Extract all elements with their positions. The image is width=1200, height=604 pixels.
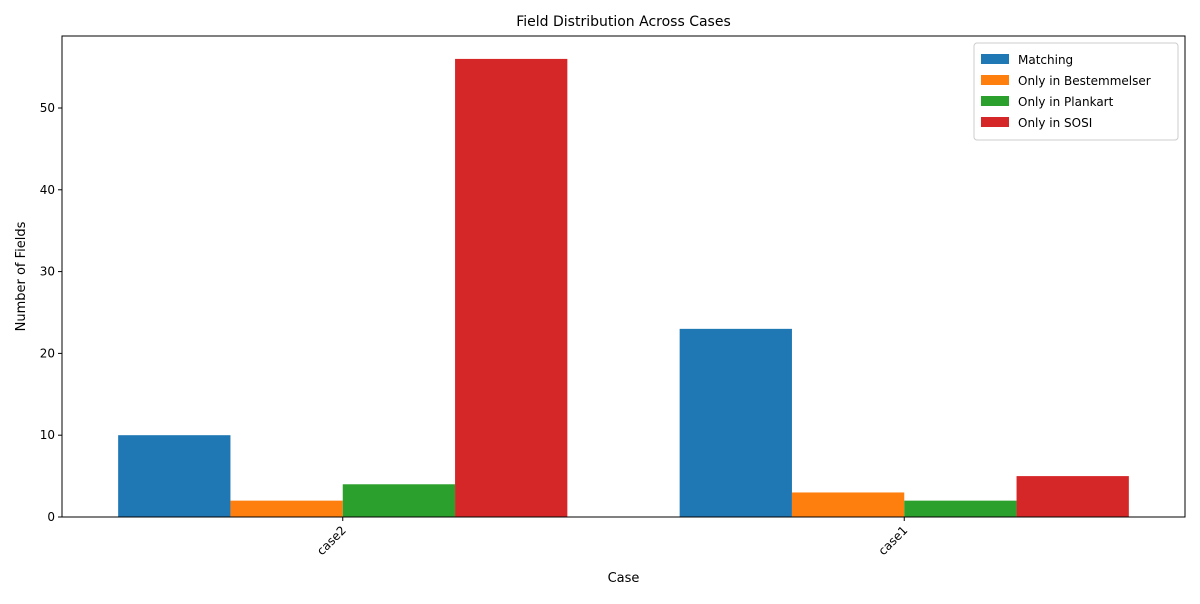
legend-swatch (981, 96, 1009, 106)
y-tick-label: 40 (40, 183, 55, 197)
bar-case2-only-in-bestemmelser (230, 500, 343, 517)
legend-label: Only in Plankart (1018, 95, 1114, 109)
bar-case2-matching (118, 435, 231, 517)
legend-box (973, 42, 1179, 141)
bar-case2-only-in-plankart (342, 484, 456, 517)
x-tick-label: case1 (876, 523, 911, 558)
y-tick-label: 50 (40, 101, 55, 115)
y-axis: 0 10 20 30 40 50 (40, 101, 62, 524)
y-tick-label: 30 (40, 265, 55, 279)
bars-group (118, 58, 1129, 518)
legend-swatch (981, 117, 1009, 127)
plot-area-frame (61, 35, 1186, 518)
x-tick-label: case2 (314, 523, 349, 558)
bar-case1-only-in-sosi (1016, 476, 1129, 517)
chart-title: Field Distribution Across Cases (516, 14, 731, 30)
legend: Matching Only in Bestemmelser Only in Plan… (973, 42, 1179, 141)
legend-swatch (981, 54, 1009, 64)
x-axis-label: Case (608, 571, 640, 586)
y-tick-label: 20 (40, 346, 55, 360)
legend-label: Matching (1018, 53, 1073, 67)
y-tick-label: 0 (47, 510, 55, 524)
legend-label: Only in Bestemmelser (1018, 74, 1151, 88)
bar-case2-only-in-sosi (455, 58, 568, 518)
legend-label: Only in SOSI (1018, 116, 1092, 130)
y-tick-label: 10 (40, 428, 55, 442)
bar-case1-only-in-plankart (904, 500, 1017, 517)
bar-case1-only-in-bestemmelser (791, 492, 905, 517)
legend-swatch (981, 75, 1009, 85)
x-axis: case2 case1 (314, 517, 910, 558)
y-axis-label: Number of Fields (14, 221, 29, 331)
bar-case1-matching (679, 328, 792, 517)
